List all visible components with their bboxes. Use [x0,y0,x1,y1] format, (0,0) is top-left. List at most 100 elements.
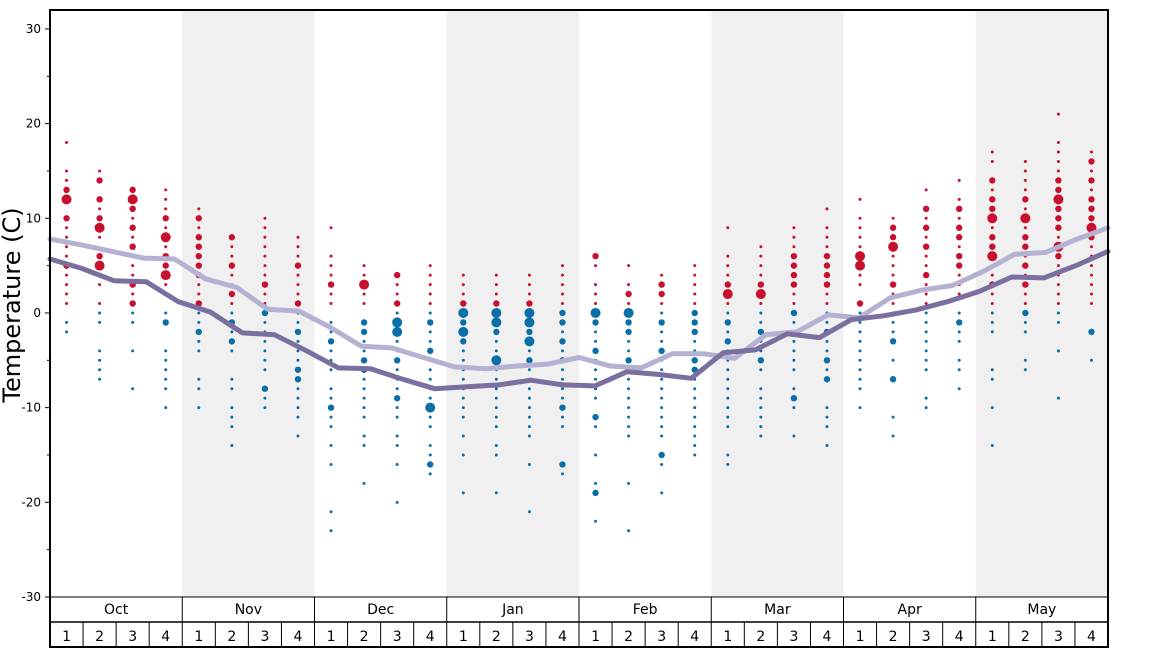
temperature-dot [792,226,796,230]
temperature-dot [524,317,535,328]
temperature-dot [790,281,798,288]
temperature-dot [693,292,697,296]
temperature-dot [627,434,631,438]
temperature-dot [759,406,763,410]
temperature-dot [759,368,763,372]
temperature-dot [726,387,730,391]
temperature-dot [98,207,102,211]
temperature-dot [858,283,862,287]
temperature-dot [395,444,399,448]
temperature-dot [197,349,201,353]
month-band [711,10,844,597]
temperature-dot [195,328,202,336]
temperature-dot [726,377,730,381]
temperature-dot [329,330,333,334]
temperature-dot [392,326,403,337]
temperature-dot [790,394,798,402]
temperature-dot [693,283,697,287]
temperature-dot [957,245,961,249]
temperature-dot [759,434,763,438]
temperature-dot [425,402,436,413]
temperature-dot [658,319,665,326]
temperature-dot [1022,234,1029,241]
temperature-dot [1023,207,1027,211]
temperature-dot [922,271,930,279]
temperature-dot [461,453,465,457]
temperature-dot [559,461,566,468]
temperature-dot [527,396,531,400]
temperature-dot [296,273,300,277]
temperature-dot [755,289,766,300]
temperature-dot [362,273,366,277]
temperature-dot [197,406,201,410]
temperature-dot [924,292,928,296]
week-label: 2 [889,629,898,645]
temperature-dot [395,283,399,287]
temperature-dot [494,396,498,400]
temperature-dot [65,330,69,334]
week-label: 1 [194,629,203,645]
temperature-dot [164,406,168,410]
temperature-dot [494,377,498,381]
temperature-dot [131,264,135,268]
temperature-dot [263,406,267,410]
temperature-dot [990,150,994,154]
y-tick-label: 30 [26,22,41,36]
temperature-dot [990,226,994,230]
temperature-dot [560,330,564,334]
temperature-dot [759,425,763,429]
temperature-dot [195,252,202,260]
temperature-dot [294,300,302,307]
temperature-dot [559,338,566,345]
temperature-dot [327,281,335,288]
temperature-dot [98,320,102,324]
temperature-dot [691,357,698,364]
temperature-dot [195,300,202,307]
temperature-dot [94,222,105,233]
temperature-dot [858,368,862,372]
temperature-dot [1022,281,1029,288]
temperature-dot [792,320,796,324]
week-label: 1 [62,629,71,645]
temperature-dot [757,357,765,364]
month-label: Mar [764,602,791,618]
temperature-dot [759,396,763,400]
temperature-dot [858,235,862,239]
temperature-dot [94,260,105,271]
y-tick-label: 10 [26,211,41,225]
month-label: Nov [235,602,262,618]
temperature-dot [526,357,533,364]
temperature-dot [1023,368,1027,372]
week-label: 4 [1087,629,1096,645]
temperature-dot [726,415,730,419]
temperature-dot [494,415,498,419]
temperature-dot [990,377,994,381]
temperature-dot [493,300,500,307]
week-label: 2 [95,629,104,645]
temperature-dot [726,406,730,410]
temperature-dot [129,243,136,250]
temperature-dot [197,387,201,391]
temperature-dot [392,317,403,328]
temperature-dot [329,396,333,400]
y-tick-label: 0 [33,306,41,320]
temperature-dot [164,311,168,315]
temperature-dot [987,213,998,224]
temperature-dot [129,300,136,307]
temperature-dot [230,406,234,410]
temperature-dot [792,302,796,305]
temperature-dot [527,425,531,429]
temperature-dot [296,235,300,239]
month-band [446,10,579,597]
temperature-dot [956,224,963,231]
temperature-dot [294,376,302,383]
temperature-dot [858,339,862,343]
temperature-dot [461,415,465,419]
temperature-dot [131,387,135,391]
temperature-dot [956,234,963,241]
temperature-dot [96,215,103,222]
temperature-dot [858,197,862,201]
temperature-dot [560,472,564,476]
month-shading-bands [182,10,1108,597]
temperature-dot [65,283,69,287]
